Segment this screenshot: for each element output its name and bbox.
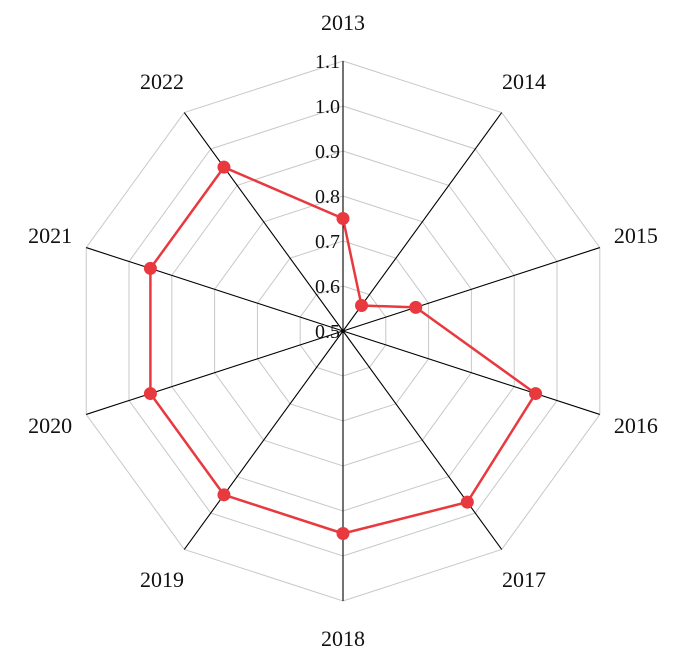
tick-label-0.5: 0.5 (315, 321, 340, 343)
category-label-2013: 2013 (321, 10, 365, 35)
spoke-2021 (86, 247, 344, 332)
tick-label-1.0: 1.0 (315, 96, 340, 118)
data-point-2016 (529, 387, 543, 401)
data-point-2020 (143, 387, 157, 401)
radial-tick-labels: 0.5 0.6 0.7 0.8 0.9 1.0 1.1 (315, 51, 340, 343)
category-label-2020: 2020 (28, 413, 72, 438)
tick-label-0.7: 0.7 (315, 231, 340, 253)
data-point-2018 (336, 527, 350, 540)
spoke-2016 (342, 330, 600, 415)
data-point-2019 (217, 488, 231, 502)
tick-label-1.1: 1.1 (315, 51, 340, 73)
spoke-2022 (183, 112, 344, 332)
category-label-2015: 2015 (614, 223, 658, 248)
data-point-2021 (143, 261, 157, 275)
category-labels: 2013 2014 2015 2016 2017 2018 2019 2020 2021 2022 (28, 10, 658, 651)
category-label-2019: 2019 (140, 567, 184, 592)
tick-label-0.9: 0.9 (315, 141, 340, 163)
category-label-2022: 2022 (140, 69, 184, 94)
category-label-2021: 2021 (28, 223, 72, 248)
radar-series (143, 160, 543, 540)
spoke-2020 (86, 330, 344, 415)
tick-label-0.6: 0.6 (315, 276, 340, 298)
spoke-2017 (342, 330, 503, 550)
data-point-2022 (217, 160, 231, 174)
spoke-2019 (183, 330, 344, 550)
data-point-2015 (409, 300, 423, 314)
category-label-2014: 2014 (502, 69, 546, 94)
category-label-2018: 2018 (321, 626, 365, 651)
radar-spokes (86, 61, 600, 601)
category-label-2017: 2017 (502, 567, 546, 592)
data-point-2017 (460, 495, 474, 509)
category-label-2016: 2016 (614, 413, 658, 438)
data-point-2014 (355, 299, 369, 313)
tick-label-0.8: 0.8 (315, 186, 340, 208)
spoke-2014 (342, 112, 503, 332)
spoke-2015 (342, 247, 600, 332)
data-point-2013 (336, 212, 350, 225)
